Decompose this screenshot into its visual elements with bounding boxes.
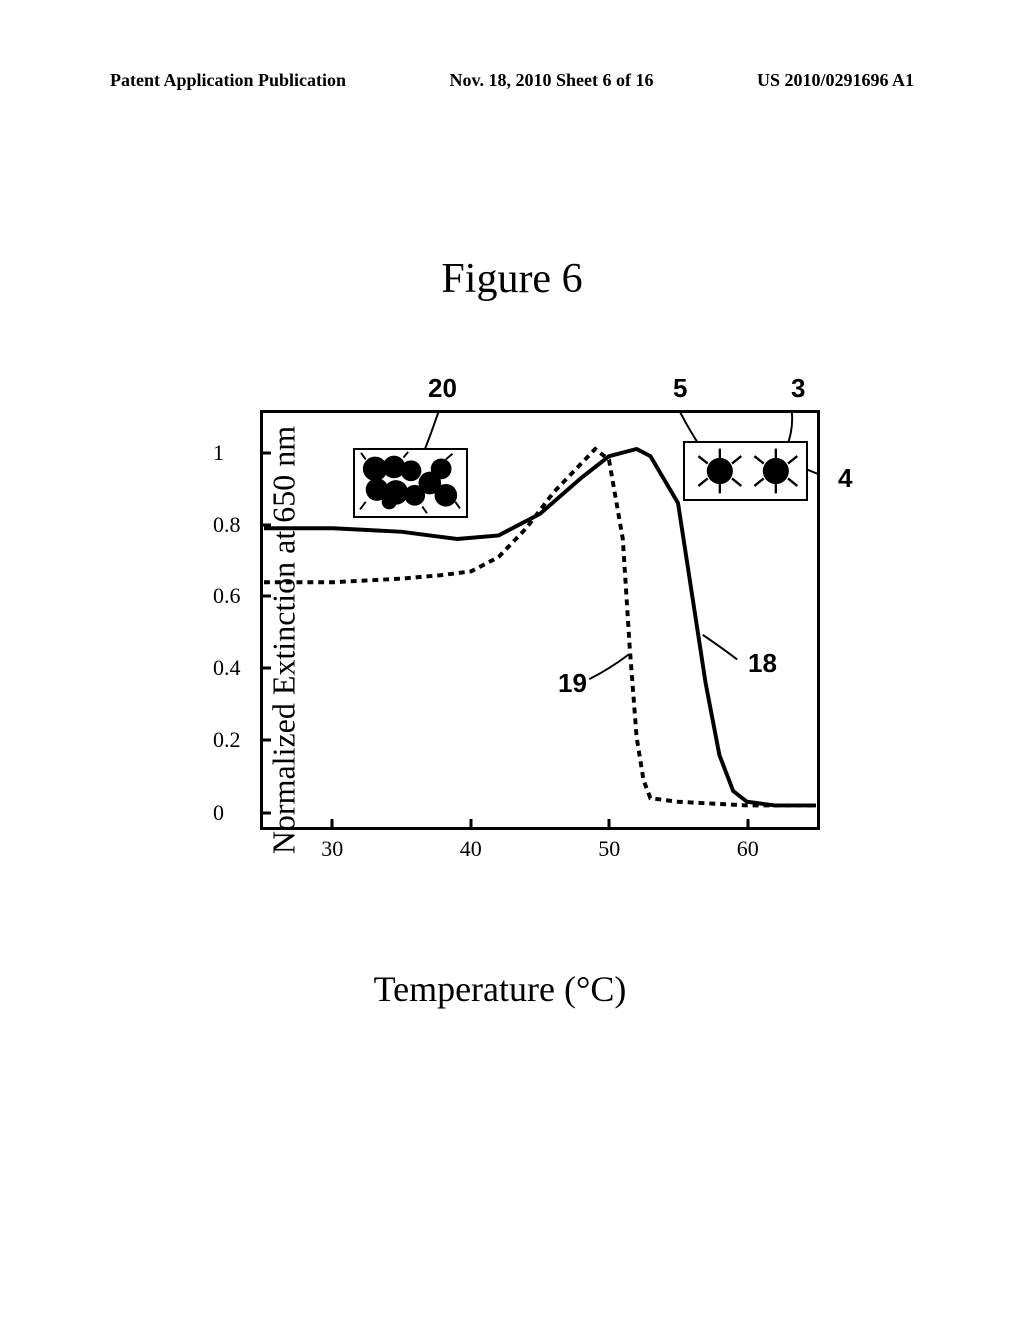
y-tick-label: 0.8: [213, 512, 241, 538]
annotation-3: 3: [791, 373, 805, 404]
page-header: Patent Application Publication Nov. 18, …: [0, 70, 1024, 91]
figure-title: Figure 6: [0, 255, 1024, 303]
x-axis-label: Temperature (°C): [374, 968, 627, 1010]
header-right: US 2010/0291696 A1: [757, 70, 914, 91]
y-tick-label: 1: [213, 440, 224, 466]
y-tick-label: 0.4: [213, 655, 241, 681]
x-tick-label: 50: [598, 836, 620, 862]
header-center: Nov. 18, 2010 Sheet 6 of 16: [450, 70, 654, 91]
x-tick-label: 30: [321, 836, 343, 862]
annotation-line-18: [703, 635, 738, 660]
plot-area: 0 0.2 0.4 0.6 0.8 1 30 40 50 60: [260, 410, 820, 830]
annotation-5: 5: [673, 373, 687, 404]
inset-box-dispersed: [683, 441, 808, 501]
annotation-20: 20: [428, 373, 457, 404]
y-tick-label: 0.2: [213, 727, 241, 753]
inset-aggregated-svg: [355, 450, 466, 516]
annotation-4: 4: [838, 463, 852, 494]
chart-container: Normalized Extinction at 650 nm Temperat…: [120, 370, 880, 910]
inset-dispersed-svg: [685, 443, 806, 499]
annotation-19: 19: [558, 668, 587, 699]
y-tick-label: 0: [213, 800, 224, 826]
y-tick-label: 0.6: [213, 583, 241, 609]
annotation-line-19: [589, 655, 628, 680]
x-tick-label: 40: [460, 836, 482, 862]
inset-box-aggregated: [353, 448, 468, 518]
x-tick-label: 60: [737, 836, 759, 862]
header-left: Patent Application Publication: [110, 70, 346, 91]
annotation-18: 18: [748, 648, 777, 679]
